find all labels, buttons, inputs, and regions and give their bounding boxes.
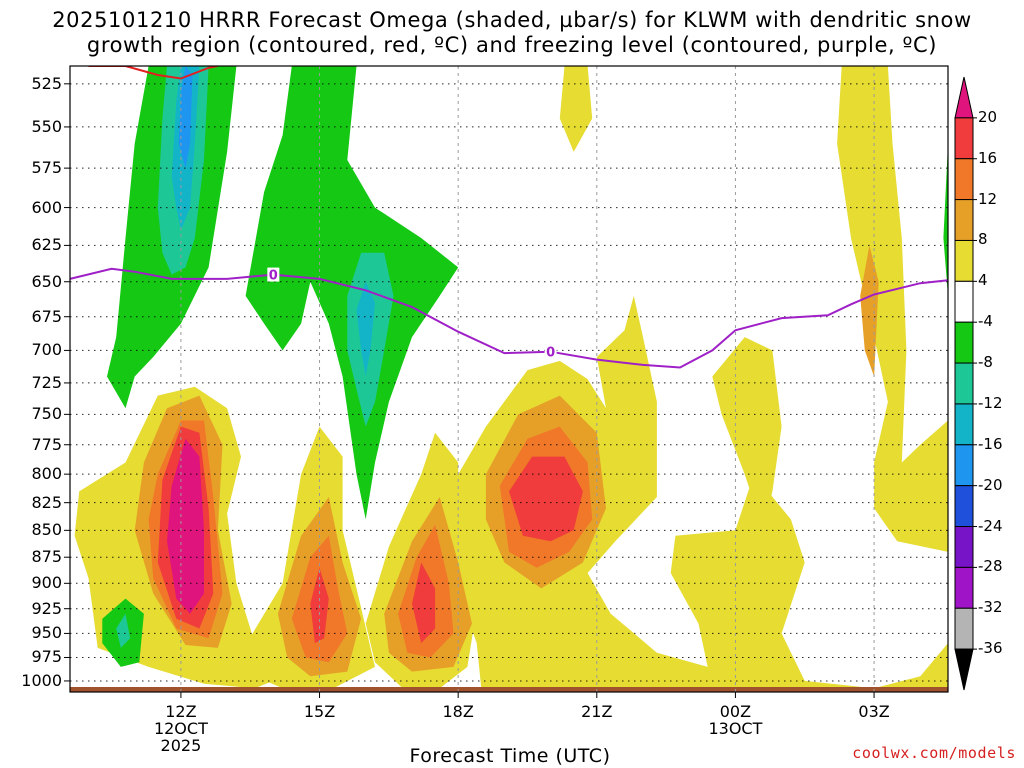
colorbar-label-10: -24 — [978, 516, 1003, 535]
omega-region-5 — [559, 66, 593, 152]
colorbar-label-3: 8 — [978, 230, 988, 249]
colorbar-segment-2 — [954, 158, 974, 201]
colorbar-segment-11 — [954, 526, 974, 568]
colorbar-label-11: -28 — [978, 557, 1003, 576]
xtick-label-line: 2025 — [160, 736, 202, 755]
ytick-label-600: 600 — [31, 197, 62, 217]
chart-title-line-2: growth region (contoured, red, ºC) and f… — [86, 33, 938, 57]
colorbar-label-2: 12 — [978, 189, 998, 208]
ytick-label-525: 525 — [31, 73, 62, 93]
ytick-label-975: 975 — [31, 647, 62, 667]
xtick-label-21: 21Z — [552, 703, 642, 720]
ytick-label-925: 925 — [31, 598, 62, 618]
ytick-label-750: 750 — [31, 404, 62, 424]
colorbar-segment-6 — [954, 321, 974, 364]
colorbar-segment-3 — [954, 199, 974, 241]
ytick-label-900: 900 — [31, 573, 62, 593]
omega-region-26 — [116, 613, 131, 648]
colorbar-segment-13 — [954, 607, 974, 650]
colorbar-segment-7 — [954, 362, 974, 405]
colorbar-label-1: 16 — [978, 148, 998, 167]
omega-region-29 — [178, 66, 193, 169]
ytick-label-725: 725 — [31, 372, 62, 392]
xtick-label-12: 12Z 12OCT 2025 — [136, 703, 226, 754]
ytick-label-700: 700 — [31, 340, 62, 360]
colorbar-top-arrow — [954, 76, 974, 119]
freezing-label-bg-1 — [544, 344, 557, 359]
colorbar-label-8: -16 — [978, 434, 1003, 453]
plot-frame — [69, 65, 949, 693]
colorbar-segment-1 — [954, 117, 974, 160]
xtick-label-line: 12Z — [165, 702, 197, 721]
colorbar-label-5: -4 — [978, 312, 993, 331]
colorbar-label-0: 20 — [978, 107, 998, 126]
dgz-contour — [88, 66, 219, 80]
chart-title-line-1: 2025101210 HRRR Forecast Omega (shaded, … — [52, 8, 972, 32]
ytick-label-850: 850 — [31, 520, 62, 540]
colorbar-segment-9 — [954, 444, 974, 487]
omega-region-4 — [712, 337, 782, 531]
colorbar-label-4: 4 — [978, 271, 988, 290]
colorbar-bottom-arrow — [954, 648, 974, 691]
xtick-label-line: 13OCT — [708, 719, 763, 738]
omega-region-30 — [328, 66, 352, 84]
colorbar-label-6: -8 — [978, 353, 993, 372]
omega-region-28 — [356, 281, 375, 377]
ground-strip — [70, 687, 948, 692]
ytick-label-650: 650 — [31, 271, 62, 291]
omega-region-19 — [167, 438, 204, 614]
freezing-label-bg-0 — [267, 267, 280, 282]
xtick-label-line: 15Z — [303, 702, 336, 721]
omega-region-17 — [412, 562, 436, 644]
ytick-label-825: 825 — [31, 492, 62, 512]
ytick-label-800: 800 — [31, 464, 62, 484]
colorbar-label-7: -12 — [978, 393, 1003, 412]
ytick-label-875: 875 — [31, 547, 62, 567]
colorbar-segment-8 — [954, 403, 974, 446]
xtick-label-line: 12OCT — [153, 719, 208, 738]
xtick-label-27: 03Z — [829, 703, 919, 720]
freezing-level-label-1: 0 — [546, 346, 555, 361]
colorbar-label-9: -20 — [978, 475, 1003, 494]
colorbar-label-12: -32 — [978, 598, 1003, 617]
ytick-label-1000: 1000 — [21, 670, 62, 690]
ytick-label-675: 675 — [31, 306, 62, 326]
xtick-label-18: 18Z — [413, 703, 503, 720]
xtick-label-24: 00Z 13OCT — [690, 703, 780, 737]
source-credit[interactable]: coolwx.com/models — [852, 744, 1016, 762]
freezing-level-label-0: 0 — [269, 269, 278, 284]
ytick-label-550: 550 — [31, 116, 62, 136]
omega-region-23 — [943, 143, 948, 296]
colorbar-segment-5 — [954, 280, 974, 323]
x-axis-label: Forecast Time (UTC) — [409, 745, 611, 767]
colorbar-label-13: -36 — [978, 639, 1003, 658]
xtick-label-line: 03Z — [858, 702, 890, 721]
ytick-label-625: 625 — [31, 235, 62, 255]
ytick-label-775: 775 — [31, 434, 62, 454]
colorbar-segment-10 — [954, 485, 974, 528]
xtick-label-line: 21Z — [581, 702, 613, 721]
xtick-label-line: 00Z — [719, 702, 752, 721]
omega-region-18 — [509, 456, 583, 542]
colorbar-segment-12 — [954, 566, 974, 609]
ytick-label-950: 950 — [31, 623, 62, 643]
xtick-label-line: 18Z — [442, 702, 474, 721]
colorbar-segment-4 — [954, 239, 974, 282]
ytick-label-575: 575 — [31, 158, 62, 178]
xtick-label-15: 15Z — [275, 703, 365, 720]
